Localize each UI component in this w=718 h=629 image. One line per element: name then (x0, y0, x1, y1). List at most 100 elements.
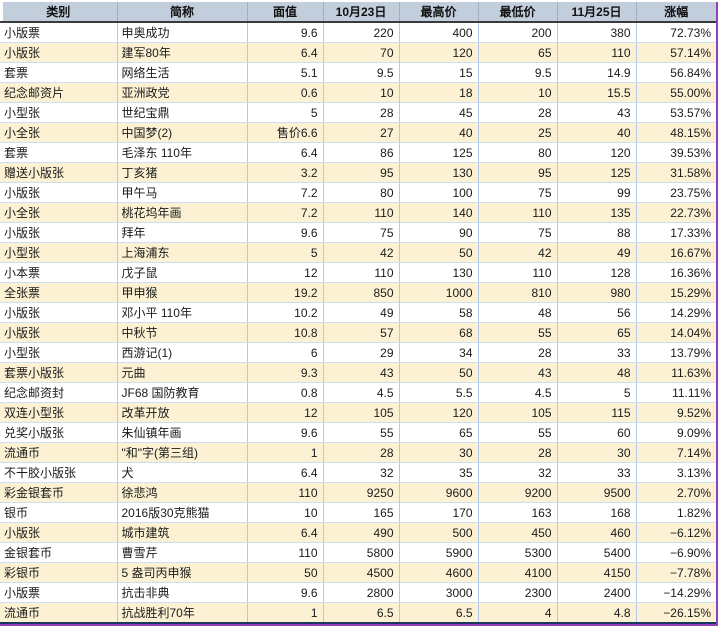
cell-category: 套票 (0, 62, 117, 83)
cell-face_value: 9.3 (246, 362, 323, 383)
cell-nov25: 33 (556, 342, 636, 363)
cell-face_value: 9.6 (246, 22, 323, 43)
cell-change: 17.33% (635, 222, 716, 243)
cell-nov25: 380 (556, 22, 636, 43)
cell-oct23: 80 (322, 182, 399, 203)
cell-oct23: 2800 (322, 582, 399, 603)
cell-low: 80 (477, 142, 557, 163)
column-header-name: 简称 (116, 2, 247, 23)
table-row: 小版张 建军80年 6.4 70 120 65 110 57.14% (0, 42, 716, 63)
table-body: 小版票 申奥成功 9.6 220 400 200 380 72.73% 小版张 建军80年 6.4 7… (0, 22, 716, 623)
cell-high: 125 (398, 142, 478, 163)
column-header-oct23: 10月23日 (322, 2, 399, 23)
cell-change: 39.53% (635, 142, 716, 163)
cell-high: 34 (398, 342, 478, 363)
cell-oct23: 4500 (322, 562, 399, 583)
cell-face_value: 5 (246, 102, 323, 123)
cell-name: 甲午马 (116, 182, 247, 203)
cell-low: 95 (477, 162, 557, 183)
cell-low: 55 (477, 322, 557, 343)
cell-nov25: 33 (556, 462, 636, 483)
cell-oct23: 70 (322, 42, 399, 63)
cell-category: 赠送小版张 (0, 162, 117, 183)
cell-category: 小版张 (0, 522, 117, 543)
cell-change: 11.11% (635, 382, 716, 403)
cell-category: 全张票 (0, 282, 117, 303)
cell-name: 西游记(1) (116, 342, 247, 363)
table-row: 金银套币 曹雪芹 110 5800 5900 5300 5400 −6.90% (0, 542, 716, 563)
cell-nov25: 30 (556, 442, 636, 463)
cell-nov25: 9500 (556, 482, 636, 503)
cell-low: 32 (477, 462, 557, 483)
cell-low: 25 (477, 122, 557, 143)
cell-nov25: 60 (556, 422, 636, 443)
cell-name: 2016版30克熊猫 (116, 502, 247, 523)
cell-high: 5.5 (398, 382, 478, 403)
cell-face_value: 6.4 (246, 462, 323, 483)
cell-name: 世纪宝鼎 (116, 102, 247, 123)
cell-oct23: 850 (322, 282, 399, 303)
table-row: 小版张 城市建筑 6.4 490 500 450 460 −6.12% (0, 522, 716, 543)
cell-low: 48 (477, 302, 557, 323)
cell-face_value: 9.6 (246, 222, 323, 243)
cell-oct23: 57 (322, 322, 399, 343)
cell-low: 9200 (477, 482, 557, 503)
cell-oct23: 32 (322, 462, 399, 483)
cell-category: 双连小型张 (0, 402, 117, 423)
cell-oct23: 29 (322, 342, 399, 363)
cell-change: 16.67% (635, 242, 716, 263)
cell-oct23: 165 (322, 502, 399, 523)
cell-low: 65 (477, 42, 557, 63)
cell-face_value: 0.8 (246, 382, 323, 403)
cell-change: 14.04% (635, 322, 716, 343)
cell-name: "和"字(第三组) (116, 442, 247, 463)
cell-nov25: 88 (556, 222, 636, 243)
cell-high: 400 (398, 22, 478, 43)
cell-change: 57.14% (635, 42, 716, 63)
cell-change: −6.12% (635, 522, 716, 543)
cell-oct23: 75 (322, 222, 399, 243)
cell-name: 毛泽东 110年 (116, 142, 247, 163)
table-row: 全张票 甲申猴 19.2 850 1000 810 980 15.29% (0, 282, 716, 303)
cell-nov25: 15.5 (556, 82, 636, 103)
cell-change: −6.90% (635, 542, 716, 563)
cell-low: 4.5 (477, 382, 557, 403)
cell-category: 纪念邮资片 (0, 82, 117, 103)
cell-name: 曹雪芹 (116, 542, 247, 563)
table-row: 套票 毛泽东 110年 6.4 86 125 80 120 39.53% (0, 142, 716, 163)
table-row: 小版张 邓小平 110年 10.2 49 58 48 56 14.29% (0, 302, 716, 323)
cell-name: JF68 国防教育 (116, 382, 247, 403)
cell-nov25: 5 (556, 382, 636, 403)
cell-high: 170 (398, 502, 478, 523)
cell-face_value: 7.2 (246, 182, 323, 203)
cell-high: 6.5 (398, 602, 478, 623)
cell-high: 1000 (398, 282, 478, 303)
table-row: 套票 网络生活 5.1 9.5 15 9.5 14.9 56.84% (0, 62, 716, 83)
cell-category: 小版张 (0, 182, 117, 203)
cell-change: 2.70% (635, 482, 716, 503)
table-row: 纪念邮资片 亚洲政党 0.6 10 18 10 15.5 55.00% (0, 82, 716, 103)
cell-low: 10 (477, 82, 557, 103)
cell-oct23: 4.5 (322, 382, 399, 403)
cell-face_value: 9.6 (246, 422, 323, 443)
cell-face_value: 1 (246, 602, 323, 623)
cell-high: 140 (398, 202, 478, 223)
cell-nov25: 56 (556, 302, 636, 323)
cell-oct23: 55 (322, 422, 399, 443)
cell-name: 建军80年 (116, 42, 247, 63)
cell-nov25: 4.8 (556, 602, 636, 623)
cell-high: 65 (398, 422, 478, 443)
cell-change: −14.29% (635, 582, 716, 603)
table-row: 小版票 抗击非典 9.6 2800 3000 2300 2400 −14.29% (0, 582, 716, 603)
cell-high: 90 (398, 222, 478, 243)
cell-high: 100 (398, 182, 478, 203)
table-row: 兑奖小版张 朱仙镇年画 9.6 55 65 55 60 9.09% (0, 422, 716, 443)
cell-name: 邓小平 110年 (116, 302, 247, 323)
cell-low: 42 (477, 242, 557, 263)
cell-nov25: 48 (556, 362, 636, 383)
cell-category: 小本票 (0, 262, 117, 283)
cell-low: 28 (477, 102, 557, 123)
cell-face_value: 50 (246, 562, 323, 583)
cell-oct23: 28 (322, 442, 399, 463)
cell-oct23: 110 (322, 262, 399, 283)
